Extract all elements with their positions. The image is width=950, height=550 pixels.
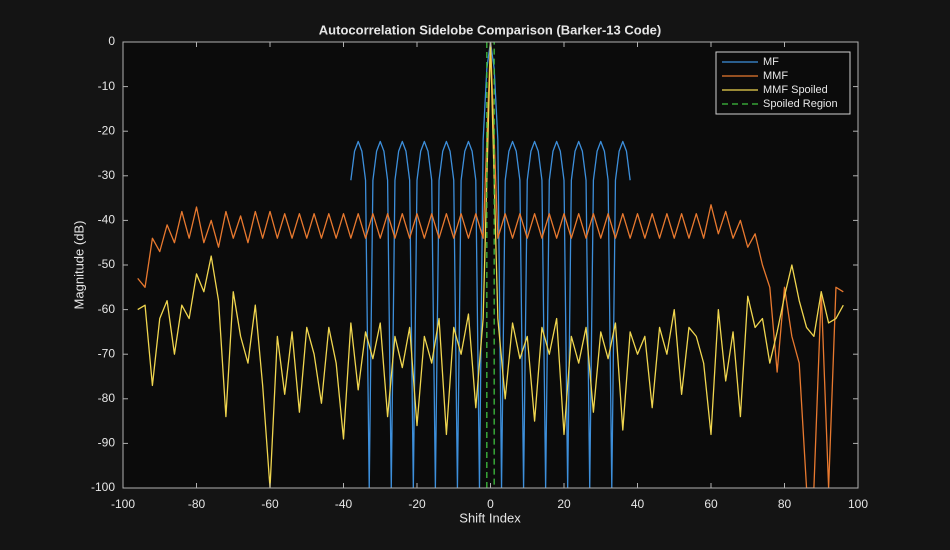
y-tick-label: 0 — [108, 34, 115, 48]
y-axis-label: Magnitude (dB) — [71, 221, 86, 310]
x-tick-label: 60 — [704, 497, 718, 511]
y-tick-label: -50 — [98, 257, 116, 271]
x-tick-label: 80 — [778, 497, 792, 511]
legend-label: MMF — [763, 70, 788, 82]
y-tick-label: -60 — [98, 302, 116, 316]
y-tick-label: -40 — [98, 213, 116, 227]
x-tick-label: -100 — [111, 497, 135, 511]
series-line — [486, 42, 495, 488]
x-tick-label: 100 — [848, 497, 868, 511]
x-tick-label: 20 — [557, 497, 571, 511]
legend-label: Spoiled Region — [763, 98, 838, 110]
x-tick-label: -40 — [335, 497, 353, 511]
y-tick-label: -20 — [98, 123, 116, 137]
series-line — [350, 42, 631, 488]
plot-area — [123, 42, 858, 488]
x-axis-label: Shift Index — [459, 510, 521, 525]
x-tick-label: -60 — [261, 497, 279, 511]
y-tick-label: -30 — [98, 168, 116, 182]
legend: MF MMF MMF Spoiled Spoiled Region — [715, 51, 851, 115]
y-tick-label: -90 — [98, 436, 116, 450]
x-tick-label: -80 — [188, 497, 206, 511]
legend-label: MF — [763, 56, 779, 68]
x-tick-label: 0 — [487, 497, 494, 511]
y-tick-label: -10 — [98, 79, 116, 93]
y-tick-label: -100 — [91, 480, 115, 494]
chart-title: Autocorrelation Sidelobe Comparison (Bar… — [319, 22, 661, 37]
series-line — [137, 42, 844, 488]
y-tick-label: -70 — [98, 346, 116, 360]
series-line — [137, 42, 844, 488]
y-tick-label: -80 — [98, 391, 116, 405]
legend-label: MMF Spoiled — [763, 84, 828, 96]
x-tick-label: -20 — [408, 497, 426, 511]
x-tick-label: 40 — [631, 497, 645, 511]
series-group — [137, 42, 844, 488]
